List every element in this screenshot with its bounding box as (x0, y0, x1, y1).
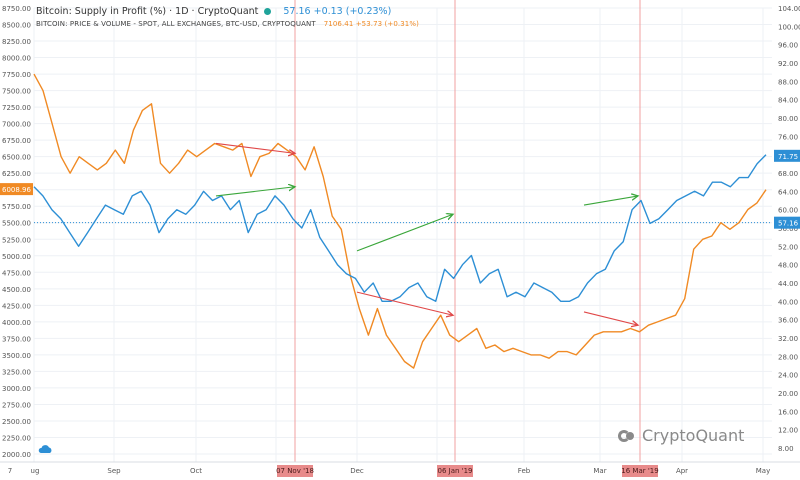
right-tick-label: 88.00 (778, 78, 798, 86)
left-tick-label: 4000.00 (2, 319, 31, 327)
left-tick-label: 6750.00 (2, 137, 31, 145)
price-line (33, 73, 767, 369)
right-tick-label: 20.00 (778, 390, 798, 398)
right-tick-label: 68.00 (778, 170, 798, 178)
event-lines (294, 0, 641, 462)
right-tick-label: 44.00 (778, 280, 798, 288)
left-tick-label: 4500.00 (2, 286, 31, 294)
right-tick-label: 16.00 (778, 408, 798, 416)
right-tick-label: 92.00 (778, 60, 798, 68)
right-tick-label: 60.00 (778, 207, 798, 215)
left-tick-label: 2500.00 (2, 418, 31, 426)
x-corner-label: 7 (8, 467, 12, 475)
left-tick-label: 8750.00 (2, 5, 31, 13)
left-tick-label: 6250.00 (2, 170, 31, 178)
right-tick-label: 80.00 (778, 115, 798, 123)
right-axis: 104.00 100.00 96.00 92.00 88.00 84.00 80.00 76.… (774, 5, 800, 453)
x-tick-label: Feb (518, 467, 531, 475)
left-tick-label: 3250.00 (2, 368, 31, 376)
right-tick-label: 24.00 (778, 372, 798, 380)
left-tick-label: 8000.00 (2, 55, 31, 63)
legend-price-label: BITCOIN: PRICE & VOLUME - SPOT, ALL EXCH… (36, 20, 316, 28)
right-tick-label: 40.00 (778, 298, 798, 306)
left-tick-label: 7500.00 (2, 88, 31, 96)
left-tick-label: 5250.00 (2, 236, 31, 244)
right-tick-label: 56.00 (778, 225, 798, 233)
cryptoquant-logo-icon (618, 429, 638, 443)
watermark-text: CryptoQuant (642, 426, 745, 445)
supply-last-marker-box (774, 216, 800, 229)
legend-supply: Bitcoin: Supply in Profit (%) · 1D · Cry… (36, 6, 391, 17)
trend-arrow-red (356, 291, 453, 315)
left-tick-label: 2750.00 (2, 401, 31, 409)
x-tick-label: ug (31, 467, 40, 475)
grid (33, 7, 772, 462)
right-tick-label: 96.00 (778, 42, 798, 50)
right-tick-label: 8.00 (778, 445, 794, 453)
left-tick-label: 5750.00 (2, 203, 31, 211)
x-tick-label: Mar (593, 467, 606, 475)
supply-marker-label: 71.75 (778, 153, 798, 161)
left-tick-label: 2000.00 (2, 451, 31, 459)
left-tick-label: 3500.00 (2, 352, 31, 360)
x-tick-label: Sep (107, 467, 121, 475)
left-tick-label: 4750.00 (2, 269, 31, 277)
event-date-box (277, 465, 313, 477)
x-tick-label: 16 Mar '19 (621, 467, 658, 475)
supply-in-profit-line (33, 154, 767, 302)
supply-marker-box (774, 149, 800, 162)
trend-arrow-green (583, 196, 638, 206)
right-tick-label: 48.00 (778, 262, 798, 270)
x-tick-label: Dec (350, 467, 364, 475)
annotation-arrows (215, 142, 638, 325)
left-tick-label: 7000.00 (2, 121, 31, 129)
right-tick-label: 28.00 (778, 353, 798, 361)
right-tick-label: 32.00 (778, 335, 798, 343)
legend-supply-label: Bitcoin: Supply in Profit (%) · 1D · Cry… (36, 6, 259, 17)
left-axis: 8750.00 8500.00 8250.00 8000.00 7750.00 7500.… (0, 5, 33, 459)
cryptoquant-watermark: CryptoQuant (618, 426, 744, 445)
right-tick-label: 104.00 (778, 5, 800, 13)
left-tick-label: 7250.00 (2, 104, 31, 112)
x-tick-label: Apr (676, 467, 688, 475)
right-tick-label: 100.00 (778, 23, 800, 31)
x-axis: 7 ug Sep Oct 07 Nov '18 Dec 06 Jan '19 Feb Mar 16… (0, 461, 800, 477)
cloud-icon[interactable] (37, 444, 53, 454)
trend-arrow-red (215, 142, 295, 153)
series-lines (33, 73, 767, 369)
x-tick-label: 07 Nov '18 (276, 467, 314, 475)
left-tick-label: 6500.00 (2, 154, 31, 162)
event-date-box (622, 465, 658, 477)
left-tick-label: 5000.00 (2, 253, 31, 261)
event-date-box (437, 465, 473, 477)
price-marker-label: 6008.96 (2, 186, 31, 194)
trend-arrow-green (215, 187, 295, 197)
supply-last-marker-label: 57.16 (778, 220, 799, 228)
x-tick-label: May (756, 467, 770, 475)
left-tick-label: 8500.00 (2, 22, 31, 30)
trend-arrow-green (356, 214, 453, 252)
right-tick-label: 84.00 (778, 97, 798, 105)
legend-price-value: 7106.41 +53.73 (+0.31%) (323, 20, 419, 28)
trend-arrow-red (583, 311, 638, 325)
legend-price: BITCOIN: PRICE & VOLUME - SPOT, ALL EXCH… (36, 20, 419, 28)
left-tick-label: 3750.00 (2, 335, 31, 343)
right-tick-label: 76.00 (778, 133, 798, 141)
legend-supply-value: 57.16 +0.13 (+0.23%) (283, 6, 392, 17)
right-tick-label: 36.00 (778, 317, 798, 325)
left-tick-label: 4250.00 (2, 302, 31, 310)
right-tick-label: 64.00 (778, 188, 798, 196)
legend-status-dot (264, 8, 272, 15)
price-marker-box (0, 183, 33, 196)
x-tick-label: 06 Jan '19 (438, 467, 473, 475)
left-tick-label: 5500.00 (2, 220, 31, 228)
right-tick-label: 52.00 (778, 243, 798, 251)
left-tick-label: 3000.00 (2, 385, 31, 393)
right-tick-label: 12.00 (778, 427, 798, 435)
x-tick-label: Oct (190, 467, 202, 475)
left-tick-label: 7750.00 (2, 71, 31, 79)
left-tick-label: 2250.00 (2, 434, 31, 442)
left-tick-label: 8250.00 (2, 38, 31, 46)
